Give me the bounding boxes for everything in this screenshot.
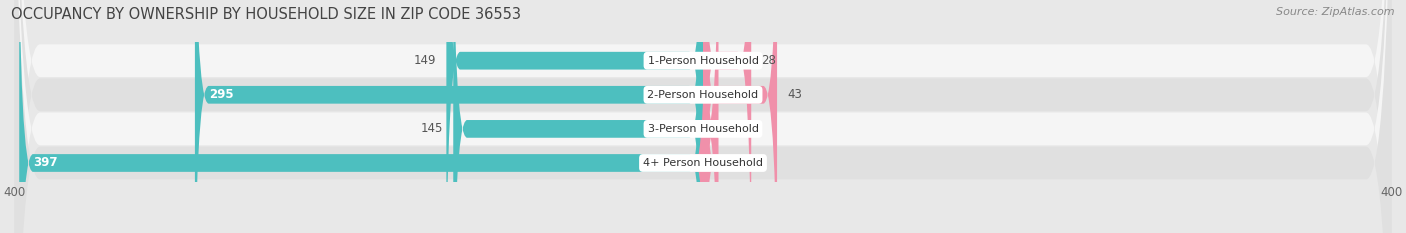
- FancyBboxPatch shape: [703, 0, 718, 233]
- Text: 2-Person Household: 2-Person Household: [647, 90, 759, 100]
- Text: 3-Person Household: 3-Person Household: [648, 124, 758, 134]
- Text: OCCUPANCY BY OWNERSHIP BY HOUSEHOLD SIZE IN ZIP CODE 36553: OCCUPANCY BY OWNERSHIP BY HOUSEHOLD SIZE…: [11, 7, 522, 22]
- Text: 295: 295: [208, 88, 233, 101]
- FancyBboxPatch shape: [453, 0, 703, 233]
- FancyBboxPatch shape: [446, 0, 703, 233]
- Text: 4+ Person Household: 4+ Person Household: [643, 158, 763, 168]
- Text: 43: 43: [787, 88, 803, 101]
- FancyBboxPatch shape: [20, 0, 703, 233]
- FancyBboxPatch shape: [195, 0, 703, 233]
- FancyBboxPatch shape: [14, 0, 1392, 233]
- FancyBboxPatch shape: [14, 0, 1392, 233]
- Text: 2: 2: [717, 157, 724, 169]
- FancyBboxPatch shape: [693, 0, 717, 233]
- Text: 9: 9: [728, 122, 737, 135]
- Text: 1-Person Household: 1-Person Household: [648, 56, 758, 66]
- Text: Source: ZipAtlas.com: Source: ZipAtlas.com: [1277, 7, 1395, 17]
- FancyBboxPatch shape: [703, 0, 751, 233]
- FancyBboxPatch shape: [14, 0, 1392, 233]
- FancyBboxPatch shape: [703, 0, 778, 233]
- Text: 149: 149: [413, 54, 436, 67]
- Text: 397: 397: [32, 157, 58, 169]
- FancyBboxPatch shape: [14, 0, 1392, 233]
- Text: 28: 28: [762, 54, 776, 67]
- Text: 145: 145: [420, 122, 443, 135]
